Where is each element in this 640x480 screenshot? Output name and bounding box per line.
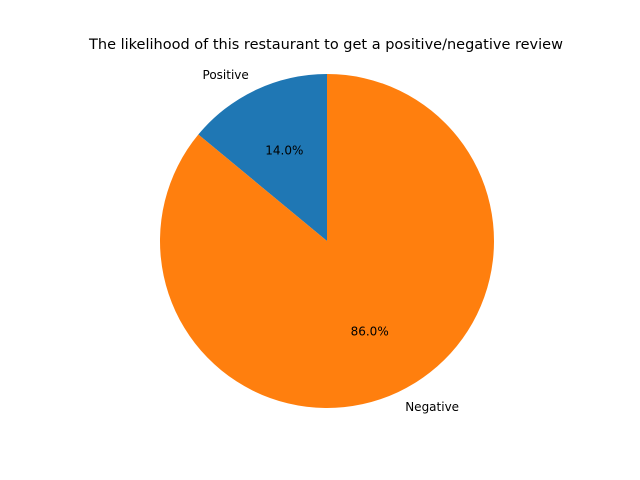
- slice-label-negative: Negative: [405, 400, 459, 414]
- pie-slice-negative: [160, 74, 495, 409]
- pie-slices: [160, 74, 495, 409]
- pie-labels: Positive 14.0% Negative 86.0%: [203, 68, 460, 414]
- chart-title: The likelihood of this restaurant to get…: [88, 37, 563, 53]
- slice-percent-positive: 14.0%: [265, 143, 303, 157]
- slice-label-positive: Positive: [203, 68, 249, 82]
- pie-slice-positive: [198, 74, 327, 241]
- slice-percent-negative: 86.0%: [351, 325, 389, 339]
